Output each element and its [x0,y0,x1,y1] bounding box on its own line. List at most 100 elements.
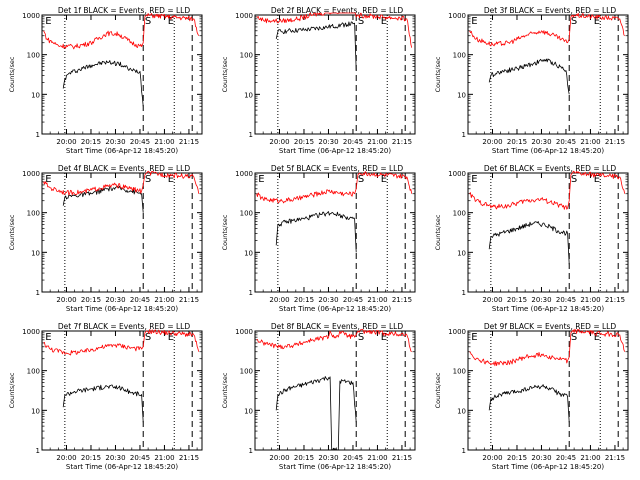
x-tick-label: 21:15 [392,454,412,462]
x-tick-label: 20:00 [56,454,76,462]
panel-title: Det 4f BLACK = Events, RED = LLD [58,164,191,173]
y-tick-label: 1 [462,447,466,455]
x-tick-label: 20:30 [105,296,125,304]
x-tick-label: 20:45 [343,138,363,146]
x-tick-label: 20:45 [556,138,576,146]
y-tick-label: 100 [27,52,40,60]
interval-marker-s: S [358,16,364,27]
x-axis-label: Start Time (06-Apr-12 18:45:20) [66,305,178,313]
y-tick-label: 100 [453,52,466,60]
y-tick-label: 1 [462,289,466,297]
x-tick-label: 21:00 [580,296,600,304]
y-tick-label: 10 [457,407,466,415]
y-axis-label: Counts/sec [8,214,16,250]
interval-marker-e: E [381,16,387,27]
y-tick-label: 10 [457,249,466,257]
interval-marker-e: E [594,16,600,27]
interval-marker-s: S [571,16,577,27]
events-series-line [62,185,144,213]
x-tick-label: 21:15 [605,138,625,146]
lld-series-line [43,170,200,196]
lld-series-line [43,328,200,356]
y-tick-label: 1 [249,131,253,139]
x-tick-label: 20:00 [482,138,502,146]
y-tick-label: 1 [462,131,466,139]
y-tick-label: 1000 [22,12,40,20]
x-tick-label: 20:30 [531,138,551,146]
x-tick-label: 20:15 [507,454,527,462]
x-tick-label: 20:15 [81,454,101,462]
interval-marker-s: S [571,174,577,185]
y-axis-label: Counts/sec [221,214,229,250]
x-tick-label: 21:00 [580,138,600,146]
panel-det-6: Det 6f BLACK = Events, RED = LLD 1 10 100 10… [434,164,629,313]
x-tick-label: 20:00 [269,454,289,462]
y-tick-label: 10 [31,407,40,415]
plot-frame [41,330,203,451]
x-tick-label: 21:00 [154,296,174,304]
lld-series-line [256,12,413,48]
x-tick-label: 20:45 [130,138,150,146]
x-axis-label: Start Time (06-Apr-12 18:45:20) [66,463,178,471]
y-tick-label: 1 [36,289,40,297]
x-tick-label: 21:15 [605,454,625,462]
interval-marker-e: E [45,332,51,343]
y-tick-label: 1000 [235,12,253,20]
x-tick-label: 21:15 [179,138,199,146]
x-tick-label: 21:00 [367,138,387,146]
y-axis-label: Counts/sec [221,56,229,92]
x-tick-label: 20:15 [294,454,314,462]
x-axis-label: Start Time (06-Apr-12 18:45:20) [492,147,604,155]
x-tick-label: 21:00 [367,296,387,304]
y-tick-label: 1 [249,289,253,297]
x-tick-label: 20:30 [531,296,551,304]
panel-title: Det 3f BLACK = Events, RED = LLD [484,6,617,15]
y-tick-label: 10 [31,249,40,257]
plot-frame [41,14,203,135]
y-axis-label: Counts/sec [434,372,442,408]
interval-marker-e: E [168,174,174,185]
events-series-line [275,376,357,451]
x-axis-label: Start Time (06-Apr-12 18:45:20) [66,147,178,155]
x-tick-label: 20:45 [130,296,150,304]
x-tick-label: 20:15 [81,296,101,304]
y-tick-label: 10 [244,407,253,415]
lld-series-line [469,170,626,210]
x-tick-label: 20:15 [294,138,314,146]
panel-title: Det 6f BLACK = Events, RED = LLD [484,164,617,173]
lld-series-line [43,12,200,50]
interval-marker-s: S [145,16,151,27]
y-tick-label: 1000 [448,328,466,336]
panel-det-4: Det 4f BLACK = Events, RED = LLD 1 10 100 10… [8,164,203,313]
y-tick-label: 100 [240,210,253,218]
interval-marker-e: E [471,174,477,185]
y-tick-label: 1000 [235,170,253,178]
y-tick-label: 10 [244,249,253,257]
y-tick-label: 100 [27,210,40,218]
y-tick-label: 1 [249,447,253,455]
y-tick-label: 10 [244,91,253,99]
interval-marker-s: S [358,332,364,343]
y-tick-label: 10 [31,91,40,99]
panel-title: Det 1f BLACK = Events, RED = LLD [58,6,191,15]
x-tick-label: 20:45 [556,454,576,462]
x-tick-label: 20:15 [294,296,314,304]
panel-det-2: Det 2f BLACK = Events, RED = LLD 1 10 100 10… [221,6,416,155]
x-tick-label: 20:30 [105,138,125,146]
x-axis-label: Start Time (06-Apr-12 18:45:20) [492,305,604,313]
interval-marker-e: E [45,174,51,185]
panel-det-5: Det 5f BLACK = Events, RED = LLD 1 10 100 10… [221,164,416,313]
plot-frame [467,172,629,293]
lld-series-line [469,328,626,367]
x-tick-label: 20:30 [318,296,338,304]
plot-frame [254,172,416,293]
panel-title: Det 9f BLACK = Events, RED = LLD [484,322,617,331]
x-axis-label: Start Time (06-Apr-12 18:45:20) [492,463,604,471]
x-tick-label: 20:00 [482,296,502,304]
plot-frame [467,14,629,135]
lld-series-line [469,12,625,47]
panel-det-9: Det 9f BLACK = Events, RED = LLD 1 10 100 10… [434,322,629,471]
x-tick-label: 20:00 [56,296,76,304]
lld-series-line [256,171,413,204]
interval-marker-s: S [145,332,151,343]
